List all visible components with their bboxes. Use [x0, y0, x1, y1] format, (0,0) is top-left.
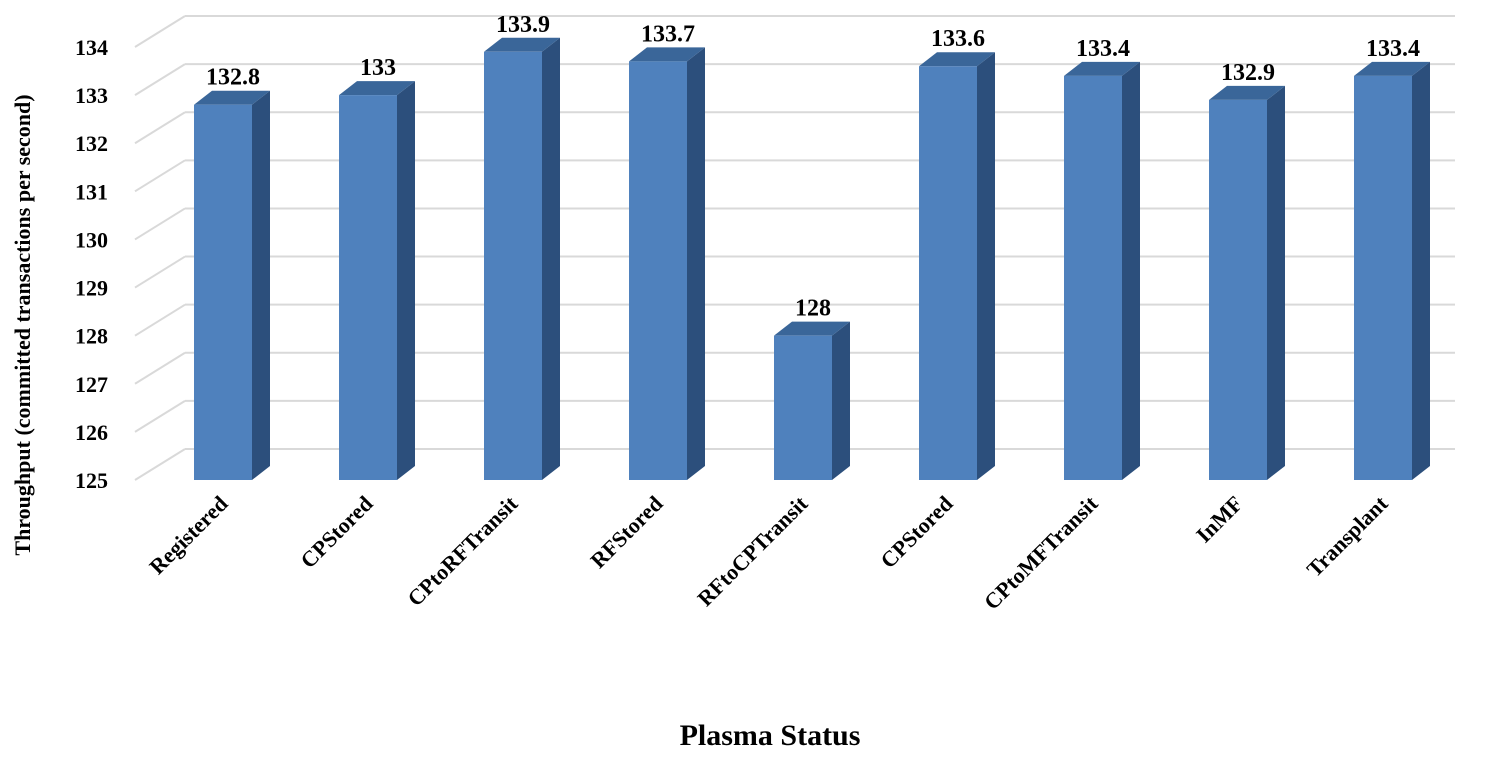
bar-front	[629, 61, 687, 480]
bar-side	[832, 321, 850, 480]
bar-front	[919, 66, 977, 480]
bar-side	[542, 37, 560, 481]
bar	[629, 47, 705, 480]
y-tick-label: 127	[75, 372, 108, 397]
bar	[919, 52, 995, 480]
y-tick-label: 126	[75, 420, 108, 445]
y-tick-label: 125	[75, 468, 108, 493]
bar-top	[1064, 61, 1140, 76]
bar-top	[629, 47, 705, 62]
x-tick-label: InMF	[1191, 491, 1248, 548]
y-axis-title: Throughput (committed transactions per s…	[10, 94, 35, 555]
data-label: 133.4	[1076, 36, 1130, 62]
bar-front	[1354, 75, 1412, 480]
gridline-depth	[134, 15, 186, 48]
bar-side	[977, 52, 995, 480]
gridline-depth	[134, 111, 186, 145]
data-label: 132.8	[206, 65, 260, 91]
bar-top	[339, 81, 415, 96]
y-tick-label: 128	[75, 324, 108, 349]
gridline-depth	[134, 255, 186, 289]
bar-front	[339, 95, 397, 480]
bar-front	[194, 104, 252, 480]
bar-side	[687, 47, 705, 480]
x-tick-label: CPStored	[875, 491, 957, 573]
y-tick-label: 131	[75, 179, 108, 204]
data-label: 132.9	[1221, 60, 1275, 86]
gridline-depth	[134, 159, 186, 193]
bar-side	[397, 81, 415, 480]
gridline-depth	[134, 400, 186, 433]
bar-top	[774, 321, 850, 336]
data-labels: 132.8 133 133.9 133.7 128 133.6 133.4 132.9 133.…	[206, 12, 1420, 322]
bar	[1209, 85, 1285, 480]
y-tick-label: 132	[75, 131, 108, 156]
bar-front	[774, 335, 832, 480]
x-tick-label: RFtoCPTransit	[692, 490, 813, 611]
bar	[774, 321, 850, 480]
x-tick-label: CPStored	[295, 491, 377, 573]
x-axis-ticks: Registered CPStored CPtoRFTransit RFStored R…	[144, 490, 1393, 614]
data-label: 133	[360, 55, 396, 81]
y-axis-ticks: 125 126 127 128 129 130 131 132 133 134	[75, 35, 108, 493]
bar	[194, 90, 270, 480]
data-label: 133.4	[1366, 36, 1420, 62]
bar-front	[484, 51, 542, 481]
y-tick-label: 129	[75, 276, 108, 301]
gridline-depth	[134, 303, 186, 337]
x-tick-label: Registered	[144, 491, 232, 579]
y-tick-label: 133	[75, 83, 108, 108]
bar-top	[484, 37, 560, 52]
bar-top	[194, 90, 270, 105]
bar-side	[1122, 61, 1140, 480]
bar-front	[1209, 99, 1267, 480]
data-label: 133.6	[931, 26, 985, 52]
bar-side	[252, 90, 270, 480]
bar-top	[919, 52, 995, 67]
gridline-depth	[134, 63, 186, 96]
y-tick-label: 130	[75, 227, 108, 252]
bar	[1064, 61, 1140, 480]
data-label: 133.9	[496, 12, 550, 38]
bar	[1354, 61, 1430, 480]
y-tick-label: 134	[75, 35, 108, 60]
x-tick-label: CPtoRFTransit	[402, 490, 523, 611]
gridline-depth	[134, 351, 186, 385]
data-label: 133.7	[641, 21, 695, 47]
bar-top	[1209, 85, 1285, 100]
x-tick-label: RFStored	[585, 491, 667, 573]
bar	[339, 81, 415, 480]
bar-side	[1412, 61, 1430, 480]
x-tick-label: CPtoMFTransit	[979, 490, 1103, 614]
x-axis-title: Plasma Status	[680, 719, 861, 752]
bar-side	[1267, 85, 1285, 480]
bars	[194, 37, 1430, 481]
x-tick-label: Transplant	[1302, 490, 1393, 581]
gridline-depth	[134, 448, 186, 481]
bar-top	[1354, 61, 1430, 76]
bar-front	[1064, 75, 1122, 480]
bar	[484, 37, 560, 481]
data-label: 128	[795, 296, 831, 322]
gridline-depth	[134, 207, 186, 241]
